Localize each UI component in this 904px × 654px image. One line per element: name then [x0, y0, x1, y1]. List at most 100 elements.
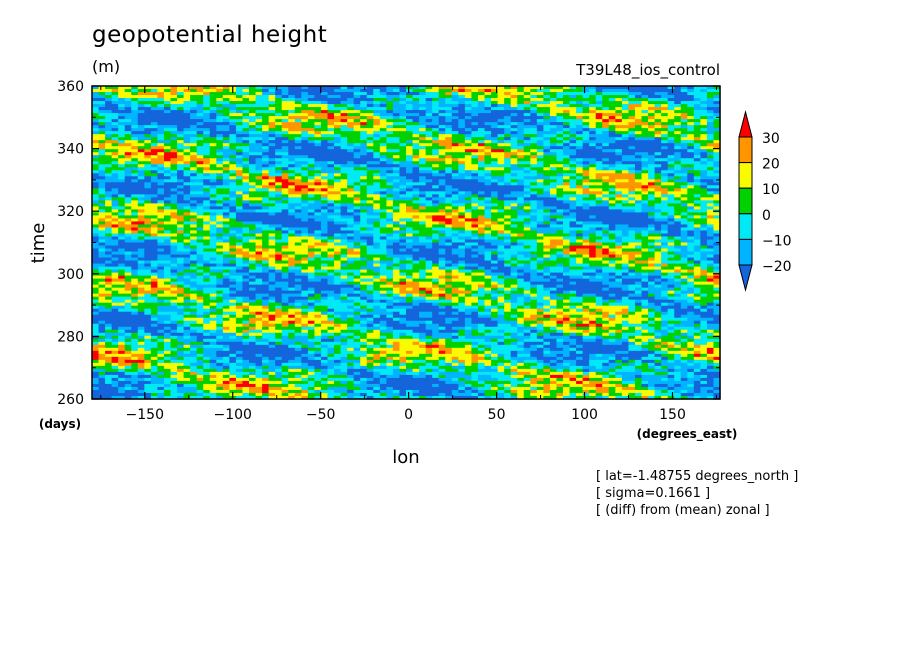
heatmap-cell — [464, 215, 473, 220]
heatmap-cell — [150, 113, 159, 117]
heatmap-cell — [477, 200, 486, 204]
heatmap-cell — [406, 236, 414, 241]
heatmap-cell — [549, 95, 558, 99]
heatmap-cell — [144, 176, 152, 180]
heatmap-cell — [438, 176, 446, 180]
heatmap-cell — [582, 206, 590, 210]
heatmap-cell — [137, 230, 145, 235]
heatmap-cell — [98, 119, 106, 123]
heatmap-cell — [177, 134, 185, 138]
heatmap-cell — [700, 122, 708, 126]
heatmap-cell — [615, 170, 623, 174]
heatmap-cell — [563, 239, 571, 244]
heatmap-cell — [399, 179, 407, 183]
heatmap-cell — [144, 194, 152, 198]
heatmap-cell — [438, 140, 446, 144]
heatmap-cell — [680, 215, 688, 220]
heatmap-cell — [177, 158, 185, 162]
heatmap-cell — [294, 236, 302, 241]
heatmap-cell — [340, 122, 348, 126]
heatmap-cell — [563, 233, 571, 238]
heatmap-cell — [288, 152, 296, 156]
heatmap-cell — [373, 173, 381, 177]
heatmap-cell — [602, 89, 610, 93]
heatmap-cell — [458, 140, 466, 144]
heatmap-cell — [392, 236, 401, 241]
heatmap-cell — [392, 215, 401, 220]
heatmap-cell — [255, 155, 263, 159]
heatmap-cell — [543, 92, 551, 96]
heatmap-cell — [654, 155, 662, 159]
heatmap-cell — [386, 152, 394, 156]
heatmap-cell — [281, 236, 289, 241]
heatmap-cell — [235, 86, 244, 90]
heatmap-cell — [543, 215, 551, 220]
heatmap-cell — [693, 140, 701, 144]
heatmap-cell — [288, 200, 296, 204]
heatmap-cell — [491, 161, 499, 165]
heatmap-cell — [307, 167, 316, 171]
heatmap-cell — [131, 98, 139, 102]
heatmap-cell — [661, 197, 669, 201]
heatmap-cell — [471, 131, 479, 135]
heatmap-cell — [327, 137, 335, 141]
heatmap-cell — [111, 137, 119, 141]
heatmap-cell — [255, 98, 263, 102]
heatmap-cell — [484, 98, 492, 102]
heatmap-cell — [209, 161, 217, 165]
heatmap-cell — [556, 185, 564, 189]
heatmap-cell — [262, 89, 270, 93]
heatmap-cell — [353, 185, 361, 189]
heatmap-cell — [510, 161, 518, 165]
heatmap-cell — [111, 185, 119, 189]
heatmap-cell — [628, 203, 636, 207]
heatmap-cell — [451, 89, 459, 93]
heatmap-cell — [667, 197, 675, 201]
heatmap-cell — [484, 92, 492, 96]
heatmap-cell — [118, 239, 126, 244]
heatmap-cell — [706, 215, 715, 220]
heatmap-cell — [353, 203, 361, 207]
heatmap-cell — [360, 86, 368, 90]
heatmap-cell — [235, 89, 244, 93]
heatmap-cell — [118, 140, 126, 144]
heatmap-cell — [249, 221, 257, 226]
heatmap-cell — [222, 86, 230, 90]
heatmap-cell — [674, 95, 682, 99]
heatmap-cell — [327, 128, 335, 132]
heatmap-cell — [105, 176, 113, 180]
heatmap-cell — [667, 110, 675, 114]
heatmap-cell — [150, 209, 159, 213]
heatmap-cell — [301, 218, 309, 223]
heatmap-cell — [589, 98, 597, 102]
heatmap-cell — [275, 191, 283, 195]
heatmap-cell — [242, 233, 250, 238]
heatmap-cell — [301, 122, 309, 126]
heatmap-cell — [144, 212, 152, 217]
heatmap-cell — [249, 119, 257, 123]
heatmap-cell — [262, 119, 270, 123]
heatmap-cell — [451, 200, 459, 204]
heatmap-cell — [602, 194, 610, 198]
heatmap-cell — [491, 185, 499, 189]
heatmap-cell — [569, 116, 577, 120]
heatmap-cell — [491, 200, 499, 204]
heatmap-cell — [353, 176, 361, 180]
heatmap-cell — [386, 200, 394, 204]
heatmap-cell — [530, 110, 538, 114]
heatmap-cell — [451, 230, 459, 235]
heatmap-cell — [477, 191, 486, 195]
heatmap-cell — [497, 149, 505, 153]
heatmap-cell — [595, 146, 603, 150]
heatmap-cell — [582, 89, 590, 93]
heatmap-cell — [687, 170, 695, 174]
heatmap-cell — [177, 173, 185, 177]
heatmap-cell — [281, 182, 289, 186]
heatmap-cell — [229, 239, 237, 244]
heatmap-cell — [360, 212, 368, 217]
heatmap-cell — [713, 101, 721, 105]
heatmap-cell — [124, 164, 132, 168]
heatmap-cell — [301, 200, 309, 204]
heatmap-cell — [366, 116, 374, 120]
heatmap-cell — [471, 227, 479, 232]
